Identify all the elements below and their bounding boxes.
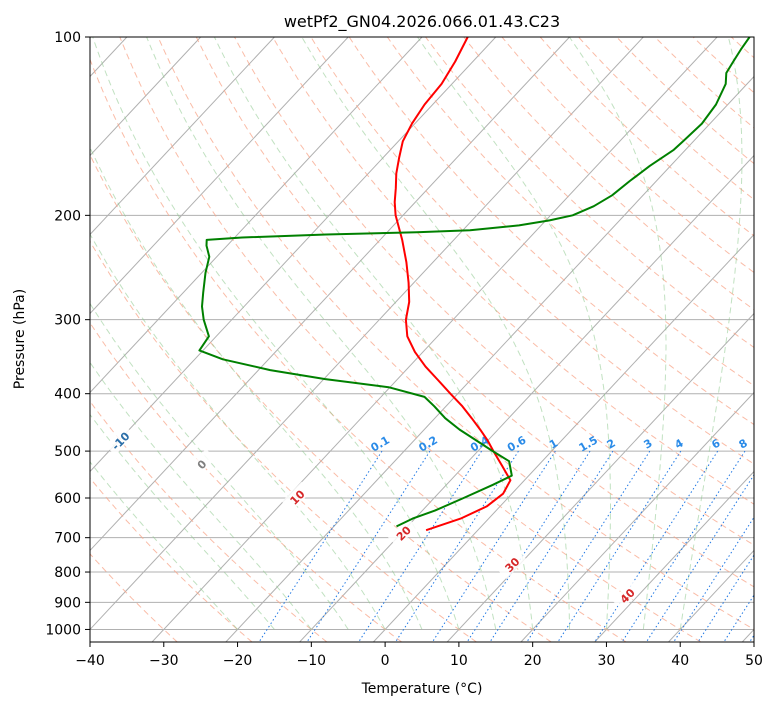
moist-adiabat-line xyxy=(146,37,497,630)
dry-adiabat-line xyxy=(157,37,754,630)
moist-adiabat-line xyxy=(90,302,349,630)
dry-adiabat-label-bg xyxy=(611,580,642,610)
y-tick-label: 500 xyxy=(54,444,81,460)
y-axis-title: Pressure (hPa) xyxy=(12,289,28,389)
mixing-ratio-line xyxy=(489,450,614,642)
y-tick-label: 100 xyxy=(54,30,81,46)
dry-adiabat-label-bg xyxy=(186,448,216,479)
isotherm-line xyxy=(90,37,570,552)
moist-adiabat-lines xyxy=(90,37,743,630)
dry-adiabat-line xyxy=(616,37,754,165)
dry-adiabat-line xyxy=(310,37,754,465)
mixing-ratio-line xyxy=(358,450,483,642)
mixing-ratio-line xyxy=(395,450,519,642)
mixing-ratio-line xyxy=(594,450,719,642)
moist-adiabat-line xyxy=(90,461,238,630)
dry-adiabat-line xyxy=(501,37,754,274)
x-tick-label: 10 xyxy=(450,653,468,669)
isotherm-line xyxy=(594,470,754,642)
moist-adiabat-line xyxy=(90,361,312,630)
moist-adiabat-line xyxy=(417,37,611,630)
isotherm-line xyxy=(90,37,423,394)
moist-adiabat-line xyxy=(568,37,667,630)
y-tick-label: 1000 xyxy=(45,622,81,638)
moist-adiabat-line xyxy=(90,233,386,630)
x-axis-title: Temperature (°C) xyxy=(361,681,483,697)
dry-adiabat-label-bg xyxy=(281,481,312,512)
moist-adiabat-line xyxy=(90,146,423,630)
y-tick-label: 400 xyxy=(54,387,81,403)
y-tick-label: 800 xyxy=(54,565,81,581)
mixing-ratio-line xyxy=(526,450,651,642)
isotherm-line xyxy=(90,37,497,473)
dewpoint-profile-line xyxy=(198,37,751,528)
chart-title: wetPf2_GN04.2026.066.01.43.C23 xyxy=(284,12,560,32)
x-tick-label: −30 xyxy=(149,653,179,669)
moist-adiabat-line xyxy=(92,37,460,630)
mixing-ratio-line xyxy=(306,450,431,642)
x-tick-label: 40 xyxy=(671,653,689,669)
mixing-ratio-line xyxy=(673,516,754,642)
moist-adiabat-line xyxy=(90,413,275,630)
dry-adiabat-line xyxy=(119,37,702,642)
mixing-ratio-line xyxy=(258,450,383,642)
dry-adiabat-line xyxy=(348,37,754,426)
profile-series xyxy=(198,37,751,532)
isotherm-line xyxy=(151,37,718,642)
dry-adiabat-line xyxy=(90,240,477,642)
y-tick-label: 700 xyxy=(54,531,81,547)
mixing-ratio-lines xyxy=(258,450,754,642)
isotherm-line xyxy=(90,37,202,157)
y-tick-label: 900 xyxy=(54,595,81,611)
isotherm-line xyxy=(90,37,349,315)
isotherm-line xyxy=(90,37,275,236)
y-axis-ticks: 100 200 300 400 500 600 700 800 900 1000 xyxy=(45,30,90,638)
isotherm-line xyxy=(520,391,754,642)
dry-adiabat-label-bg xyxy=(105,425,135,456)
y-tick-label: 300 xyxy=(54,313,81,329)
mixing-ratio-line xyxy=(645,473,754,642)
moist-adiabat-line xyxy=(213,37,534,630)
temperature-profile-line xyxy=(393,37,512,532)
mixing-ratio-line xyxy=(723,594,754,642)
y-tick-label: 600 xyxy=(54,491,81,507)
x-tick-label: 50 xyxy=(745,653,763,669)
dry-adiabat-line xyxy=(463,37,754,311)
x-tick-label: −20 xyxy=(223,653,253,669)
dry-adiabat-label-bg xyxy=(496,549,527,579)
moist-adiabat-line xyxy=(679,37,743,630)
y-tick-label: 200 xyxy=(54,208,81,224)
isotherm-line xyxy=(373,233,754,642)
moist-adiabat-line xyxy=(301,37,571,630)
mixing-ratio-line xyxy=(557,450,682,642)
x-tick-label: 20 xyxy=(524,653,542,669)
mixing-ratio-line xyxy=(621,450,746,642)
x-tick-label: 30 xyxy=(598,653,616,669)
dry-adiabat-line xyxy=(272,37,754,505)
isotherm-line xyxy=(90,37,644,631)
x-axis-ticks: −40 −30 −20 −10 0 10 20 30 40 50 xyxy=(75,642,763,669)
dry-adiabat-line xyxy=(90,58,627,642)
mixing-ratio-line xyxy=(431,450,556,642)
x-tick-label: −40 xyxy=(75,653,105,669)
x-tick-label: −10 xyxy=(297,653,327,669)
dry-adiabat-label-bg xyxy=(388,517,418,548)
dry-adiabat-line xyxy=(234,37,754,546)
mixing-ratio-line xyxy=(697,554,754,642)
dry-adiabat-lines xyxy=(90,37,754,642)
isotherm-line xyxy=(446,312,754,642)
x-tick-label: 0 xyxy=(381,653,390,669)
plot-frame xyxy=(89,36,755,643)
mixing-ratio-line xyxy=(466,450,591,642)
dry-adiabat-line xyxy=(90,400,328,642)
dry-adiabat-line xyxy=(195,37,754,588)
isotherm-line xyxy=(225,75,754,642)
